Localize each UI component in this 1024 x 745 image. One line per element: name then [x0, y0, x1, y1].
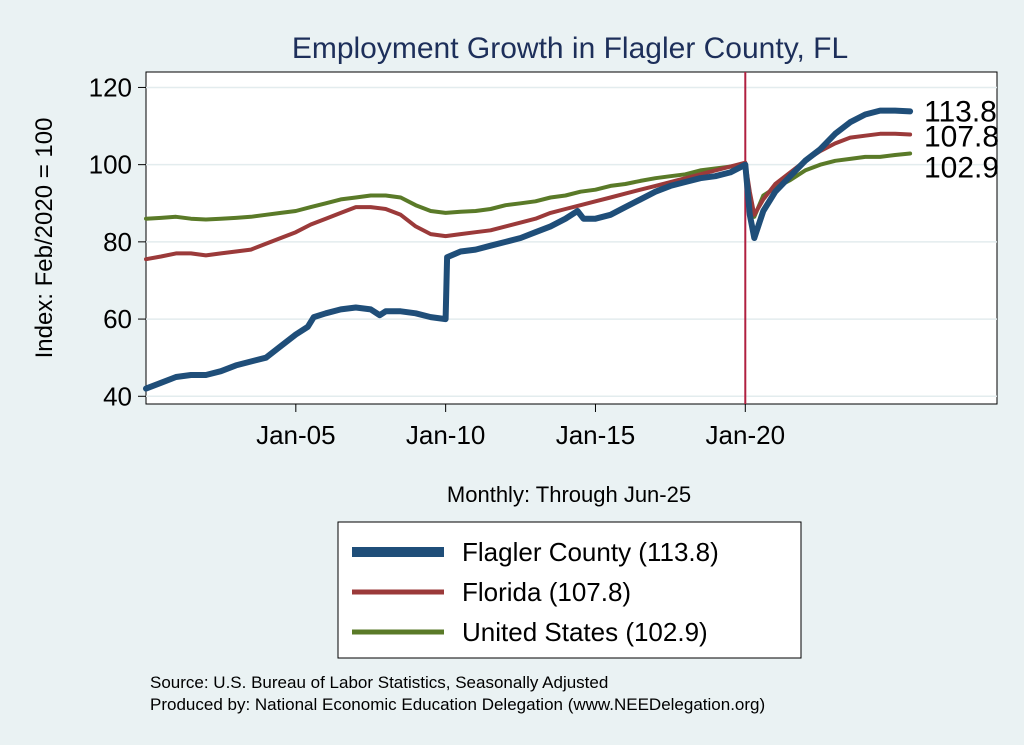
- end-label: 113.8: [924, 95, 997, 128]
- series-lines: [143, 107, 914, 392]
- legend-entries: Flagler County (113.8) Florida (107.8) Uni…: [352, 537, 719, 647]
- series-line-flagler-county: [143, 107, 914, 392]
- x-tick-label: Jan-10: [406, 420, 486, 450]
- y-tick-label: 100: [89, 150, 132, 180]
- y-tick-label: 80: [103, 227, 132, 257]
- x-axis-ticks: Jan-05 Jan-10 Jan-15 Jan-20: [256, 404, 785, 450]
- y-axis-ticks: 40 60 80 100 120: [89, 72, 146, 411]
- legend: Flagler County (113.8) Florida (107.8) Uni…: [337, 521, 802, 659]
- legend-label: Florida (107.8): [462, 577, 631, 607]
- end-label: 107.8: [924, 121, 999, 154]
- y-tick-label: 60: [103, 304, 132, 334]
- series-line-florida: [144, 131, 913, 262]
- y-axis-title: Index: Feb/2020 = 100: [31, 118, 58, 359]
- x-tick-label: Jan-05: [256, 420, 336, 450]
- plot-area: [145, 71, 998, 405]
- gridlines: [146, 86, 997, 398]
- produced-by-note: Produced by: National Economic Education…: [150, 695, 765, 714]
- y-tick-label: 120: [89, 72, 132, 102]
- x-tick-label: Jan-20: [706, 420, 786, 450]
- x-tick-label: Jan-15: [556, 420, 636, 450]
- legend-label: Flagler County (113.8): [462, 537, 719, 567]
- y-tick-label: 40: [103, 381, 132, 411]
- legend-label: United States (102.9): [462, 617, 708, 647]
- end-label: 102.9: [924, 151, 999, 184]
- chart-title: Employment Growth in Flagler County, FL: [292, 32, 848, 65]
- source-note: Source: U.S. Bureau of Labor Statistics,…: [150, 673, 608, 692]
- x-axis-title: Monthly: Through Jun-25: [447, 482, 691, 507]
